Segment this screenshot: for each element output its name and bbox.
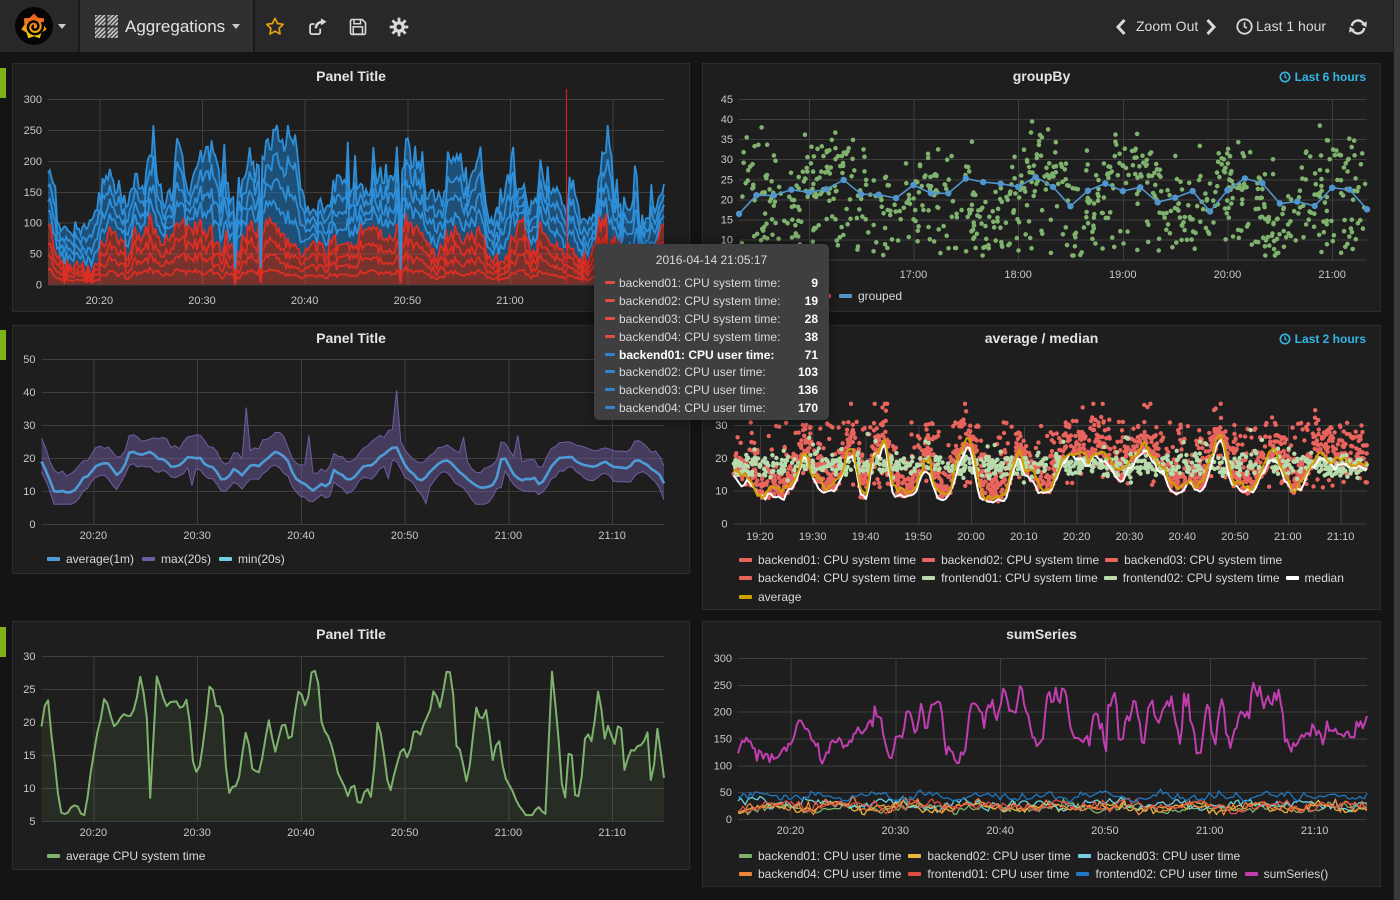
svg-text:15: 15 — [23, 750, 35, 762]
svg-text:19:00: 19:00 — [1109, 269, 1137, 281]
svg-text:20: 20 — [715, 453, 727, 465]
svg-text:10: 10 — [715, 486, 727, 498]
svg-text:100: 100 — [24, 218, 42, 230]
svg-text:30: 30 — [721, 154, 733, 166]
svg-text:20:20: 20:20 — [777, 825, 805, 837]
svg-text:20:40: 20:40 — [291, 295, 319, 307]
svg-text:20:40: 20:40 — [1168, 531, 1196, 543]
svg-text:20: 20 — [23, 717, 35, 729]
svg-text:10: 10 — [23, 783, 35, 795]
svg-text:25: 25 — [23, 684, 35, 696]
svg-text:40: 40 — [23, 387, 35, 399]
svg-text:200: 200 — [714, 707, 732, 719]
svg-text:20:30: 20:30 — [881, 825, 909, 837]
svg-text:50: 50 — [23, 354, 35, 366]
svg-text:20:50: 20:50 — [391, 530, 419, 542]
svg-text:20:10: 20:10 — [1010, 531, 1038, 543]
svg-text:21:00: 21:00 — [1196, 825, 1224, 837]
svg-text:21:10: 21:10 — [598, 827, 626, 839]
svg-text:100: 100 — [714, 760, 732, 772]
svg-text:21:00: 21:00 — [1318, 269, 1346, 281]
svg-text:150: 150 — [714, 734, 732, 746]
svg-text:25: 25 — [721, 174, 733, 186]
svg-text:20:50: 20:50 — [394, 295, 422, 307]
svg-text:21:00: 21:00 — [495, 827, 523, 839]
svg-text:150: 150 — [24, 187, 42, 199]
svg-text:0: 0 — [36, 280, 42, 292]
svg-text:19:30: 19:30 — [799, 531, 827, 543]
svg-text:0: 0 — [726, 814, 732, 826]
svg-text:10: 10 — [23, 486, 35, 498]
svg-text:200: 200 — [24, 156, 42, 168]
svg-text:21:00: 21:00 — [495, 530, 523, 542]
svg-text:5: 5 — [29, 816, 35, 828]
svg-text:19:20: 19:20 — [746, 531, 774, 543]
svg-text:40: 40 — [721, 114, 733, 126]
svg-text:19:50: 19:50 — [905, 531, 933, 543]
svg-text:19:40: 19:40 — [852, 531, 880, 543]
svg-text:20: 20 — [721, 194, 733, 206]
svg-text:0: 0 — [721, 519, 727, 531]
svg-text:20:20: 20:20 — [1063, 531, 1091, 543]
svg-text:20:30: 20:30 — [188, 295, 216, 307]
svg-text:18:00: 18:00 — [1004, 269, 1032, 281]
svg-text:250: 250 — [24, 125, 42, 137]
svg-text:35: 35 — [721, 134, 733, 146]
svg-text:300: 300 — [24, 94, 42, 106]
svg-text:30: 30 — [715, 420, 727, 432]
svg-text:20:30: 20:30 — [183, 827, 211, 839]
svg-text:20:50: 20:50 — [1221, 531, 1249, 543]
svg-text:20:40: 20:40 — [287, 530, 315, 542]
svg-text:21:10: 21:10 — [598, 530, 626, 542]
svg-text:0: 0 — [29, 519, 35, 531]
svg-text:30: 30 — [23, 420, 35, 432]
svg-text:21:10: 21:10 — [1301, 825, 1329, 837]
svg-text:20:20: 20:20 — [80, 530, 108, 542]
svg-text:20:20: 20:20 — [86, 295, 114, 307]
svg-text:45: 45 — [721, 94, 733, 106]
svg-text:21:00: 21:00 — [1274, 531, 1302, 543]
svg-text:20:40: 20:40 — [986, 825, 1014, 837]
svg-text:21:00: 21:00 — [496, 295, 524, 307]
svg-text:30: 30 — [23, 651, 35, 663]
svg-text:50: 50 — [30, 249, 42, 261]
svg-text:20:50: 20:50 — [1091, 825, 1119, 837]
svg-text:15: 15 — [721, 214, 733, 226]
svg-text:20:30: 20:30 — [1116, 531, 1144, 543]
svg-text:20:30: 20:30 — [183, 530, 211, 542]
svg-text:20: 20 — [23, 453, 35, 465]
svg-text:20:20: 20:20 — [80, 827, 108, 839]
svg-text:50: 50 — [720, 787, 732, 799]
svg-text:250: 250 — [714, 680, 732, 692]
svg-text:20:00: 20:00 — [957, 531, 985, 543]
svg-text:300: 300 — [714, 653, 732, 665]
svg-text:21:10: 21:10 — [1327, 531, 1355, 543]
svg-text:20:00: 20:00 — [1214, 269, 1242, 281]
svg-text:20:50: 20:50 — [391, 827, 419, 839]
svg-text:20:40: 20:40 — [287, 827, 315, 839]
svg-text:10: 10 — [721, 234, 733, 246]
svg-text:17:00: 17:00 — [900, 269, 928, 281]
